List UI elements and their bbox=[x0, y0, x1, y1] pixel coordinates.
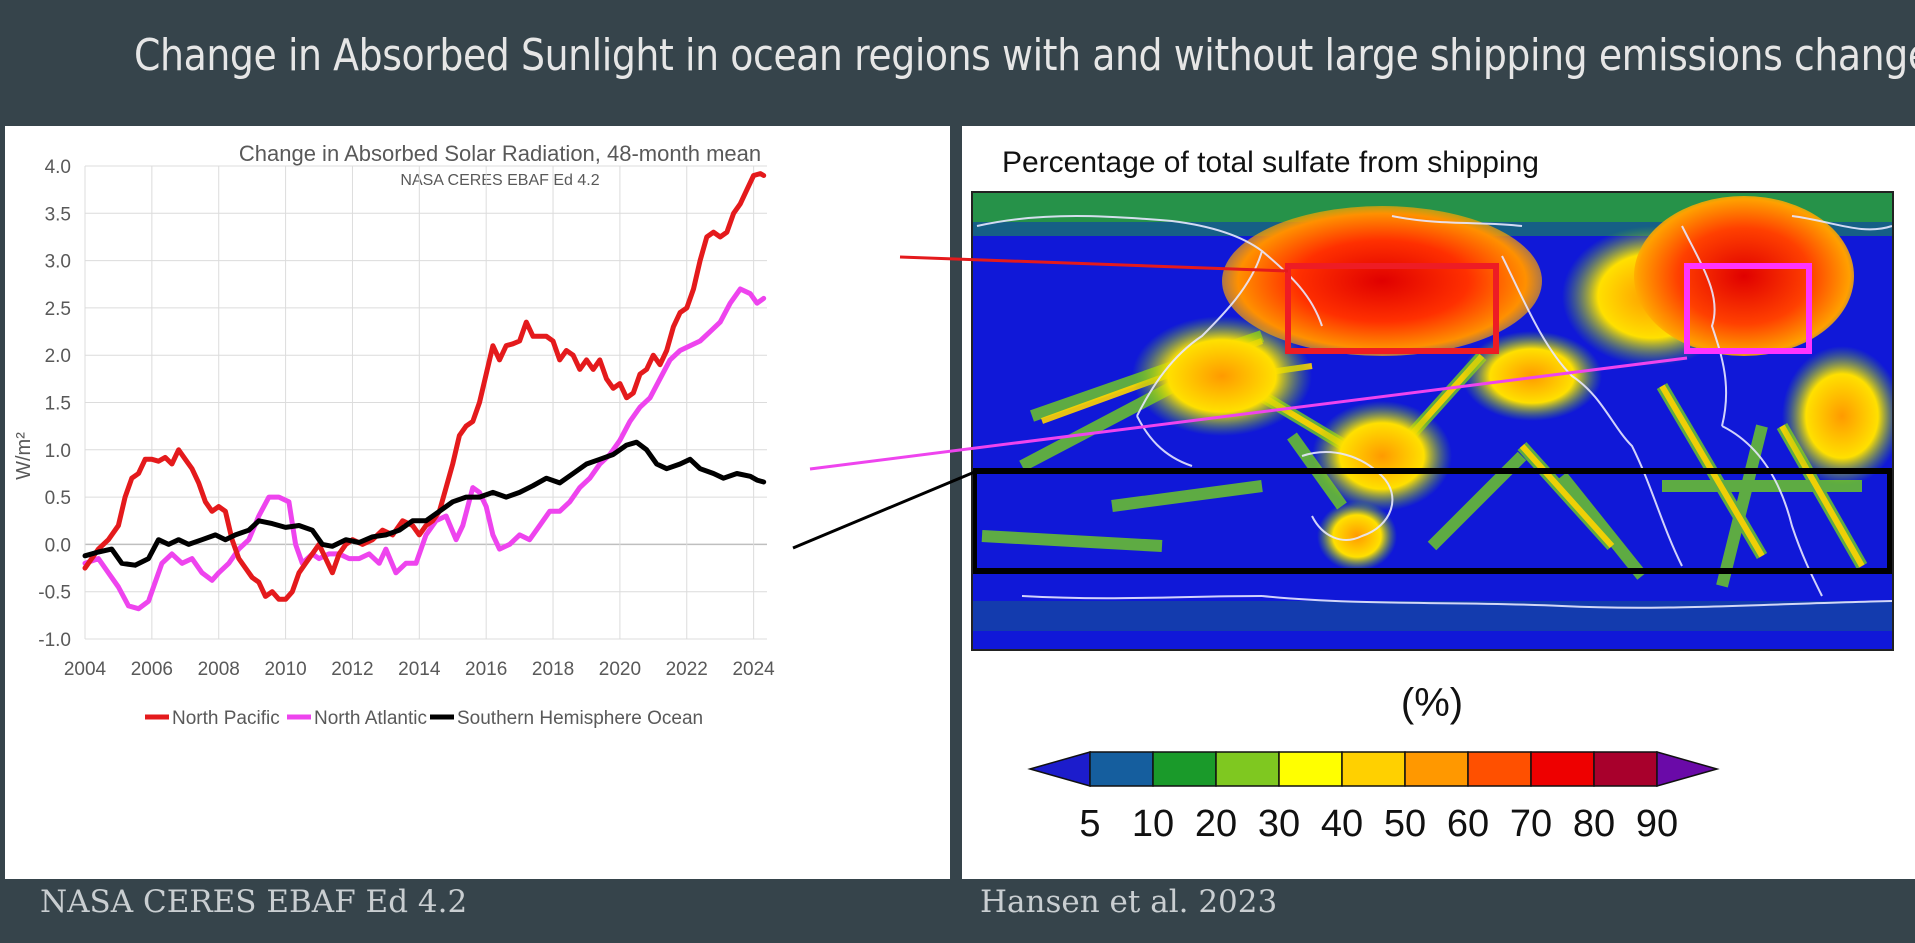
map-panel: Percentage of total sulfate from shippin… bbox=[962, 126, 1915, 879]
x-tick-label: 2020 bbox=[599, 659, 641, 680]
series-line-southern-hemisphere-ocean bbox=[82, 439, 767, 568]
x-tick-label: 2006 bbox=[131, 659, 173, 680]
colorbar-tick-label: 30 bbox=[1258, 803, 1300, 845]
colorbar-label: (%) bbox=[1401, 681, 1463, 725]
colorbar-segment bbox=[1341, 751, 1406, 787]
colorbar-tick-label: 10 bbox=[1132, 803, 1174, 845]
y-axis-label: W/m² bbox=[13, 432, 35, 480]
y-tick-label: 3.0 bbox=[45, 252, 71, 273]
sulfate-map bbox=[972, 192, 1893, 650]
colorbar: 5 10 20 30 40 50 60 70 80 90 bbox=[1027, 751, 1720, 845]
colorbar-arrow-right bbox=[1656, 751, 1720, 787]
colorbar-segment bbox=[1467, 751, 1532, 787]
x-tick-label: 2010 bbox=[264, 659, 306, 680]
north-atlantic-box bbox=[1684, 263, 1812, 354]
x-tick-label: 2016 bbox=[465, 659, 507, 680]
colorbar-segment bbox=[1215, 751, 1280, 787]
x-tick-labels: 2004 2006 2008 2010 2012 2014 2016 2018 2020 2022… bbox=[64, 659, 775, 680]
y-tick-label: 3.5 bbox=[45, 204, 71, 225]
y-tick-label: -1.0 bbox=[38, 630, 71, 651]
slide-title: Change in Absorbed Sunlight in ocean reg… bbox=[134, 30, 1915, 81]
legend-label: North Pacific bbox=[172, 708, 280, 729]
colorbar-arrow-left bbox=[1027, 751, 1091, 787]
y-tick-label: 0.0 bbox=[45, 535, 71, 556]
line-chart-panel: Change in Absorbed Solar Radiation, 48-m… bbox=[5, 126, 950, 879]
colorbar-tick-label: 60 bbox=[1447, 803, 1489, 845]
colorbar-segment bbox=[1278, 751, 1343, 787]
series-line-north-pacific bbox=[82, 171, 767, 602]
y-tick-label: 2.0 bbox=[45, 346, 71, 367]
colorbar-segment bbox=[1404, 751, 1469, 787]
y-tick-label: 2.5 bbox=[45, 299, 71, 320]
y-tick-label: -0.5 bbox=[38, 583, 71, 604]
x-tick-label: 2024 bbox=[732, 659, 775, 680]
colorbar-segment bbox=[1089, 751, 1154, 787]
series-line-north-atlantic bbox=[82, 286, 767, 612]
x-tick-label: 2022 bbox=[666, 659, 708, 680]
colorbar-tick-label: 5 bbox=[1079, 803, 1100, 845]
y-tick-labels: 4.0 3.5 3.0 2.5 2.0 1.5 1.0 0.5 0.0 -0.5 -1.0 bbox=[38, 157, 71, 651]
map-figure: Percentage of total sulfate from shippin… bbox=[971, 146, 1894, 845]
legend-label: North Atlantic bbox=[314, 708, 427, 729]
colorbar-tick-label: 70 bbox=[1510, 803, 1552, 845]
legend-label: Southern Hemisphere Ocean bbox=[457, 708, 703, 729]
x-tick-label: 2014 bbox=[398, 659, 441, 680]
y-tick-label: 4.0 bbox=[45, 157, 71, 178]
y-tick-label: 1.5 bbox=[45, 394, 71, 415]
x-tick-label: 2004 bbox=[64, 659, 107, 680]
chart-title: Change in Absorbed Solar Radiation, 48-m… bbox=[239, 141, 761, 166]
map-title: Percentage of total sulfate from shippin… bbox=[1002, 146, 1539, 179]
colorbar-segment bbox=[1152, 751, 1217, 787]
y-tick-label: 1.0 bbox=[45, 441, 71, 462]
footer-source-right: Hansen et al. 2023 bbox=[980, 884, 1278, 920]
colorbar-segment bbox=[1593, 751, 1658, 787]
chart-subtitle: NASA CERES EBAF Ed 4.2 bbox=[400, 172, 599, 189]
colorbar-tick-label: 90 bbox=[1636, 803, 1678, 845]
series-lines bbox=[82, 171, 767, 612]
y-tick-label: 0.5 bbox=[45, 488, 71, 509]
colorbar-tick-label: 50 bbox=[1384, 803, 1426, 845]
x-tick-label: 2008 bbox=[198, 659, 240, 680]
colorbar-tick-label: 40 bbox=[1321, 803, 1363, 845]
line-chart: Change in Absorbed Solar Radiation, 48-m… bbox=[13, 141, 775, 729]
colorbar-tick-label: 80 bbox=[1573, 803, 1615, 845]
legend: North Pacific North Atlantic Southern Hemi… bbox=[145, 708, 703, 729]
grid bbox=[84, 165, 767, 640]
colorbar-segment bbox=[1530, 751, 1595, 787]
x-tick-label: 2018 bbox=[532, 659, 574, 680]
north-pacific-box bbox=[1285, 263, 1499, 354]
colorbar-tick-label: 20 bbox=[1195, 803, 1237, 845]
footer-source-left: NASA CERES EBAF Ed 4.2 bbox=[40, 884, 468, 920]
x-tick-label: 2012 bbox=[331, 659, 373, 680]
